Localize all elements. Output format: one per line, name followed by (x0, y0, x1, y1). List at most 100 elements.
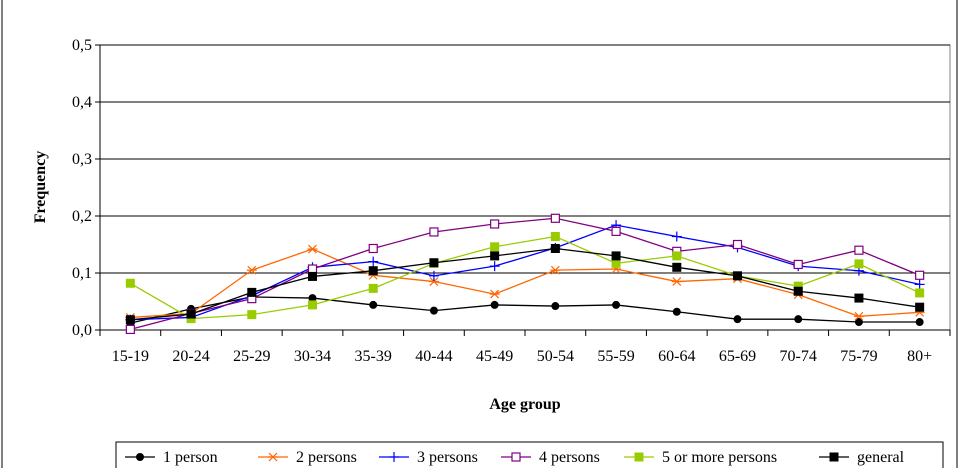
x-tick-label: 55-59 (597, 348, 634, 365)
data-point (793, 259, 803, 270)
series-2 (125, 220, 925, 325)
data-point (915, 318, 924, 327)
legend-marker (511, 452, 521, 462)
legend-marker (136, 453, 144, 461)
legend (115, 441, 944, 468)
y-tick-label: 0,3 (72, 151, 92, 168)
data-point (611, 258, 621, 268)
data-point (915, 288, 925, 298)
data-point (671, 277, 682, 286)
data-point (915, 302, 925, 312)
x-tick-label: 60-64 (658, 348, 695, 365)
data-point (550, 213, 560, 223)
legend-entry: 2 persons (258, 449, 357, 466)
data-point (733, 315, 742, 324)
legend-entry: 4 persons (501, 449, 600, 466)
data-point (247, 287, 257, 297)
legend-marker (268, 452, 278, 462)
legend-entry: 1 person (125, 449, 218, 466)
data-point (854, 318, 863, 327)
gridlines (100, 44, 950, 274)
data-point (490, 242, 500, 252)
x-tick-label: 80+ (907, 348, 932, 365)
data-point (125, 278, 135, 288)
x-tick-label: 50-54 (537, 348, 574, 365)
series-lines (125, 213, 925, 335)
data-point (368, 243, 378, 254)
data-point (490, 219, 500, 229)
data-point (369, 300, 378, 309)
x-axis-title: Age group (489, 396, 560, 413)
data-point (794, 315, 803, 324)
x-tick-label: 45-49 (476, 348, 513, 365)
legend-entry: 3 persons (379, 449, 478, 466)
x-tick-label: 15-19 (112, 348, 149, 365)
y-tick-label: 0,0 (72, 322, 92, 339)
x-tick-label: 25-29 (233, 348, 270, 365)
data-point (611, 251, 621, 261)
data-point (125, 324, 135, 335)
data-point (368, 266, 378, 276)
data-point (550, 243, 560, 253)
data-point (853, 311, 864, 321)
series-4 (125, 232, 925, 324)
legend-label: 2 persons (296, 449, 357, 466)
data-point (551, 302, 560, 311)
data-point (429, 227, 439, 237)
data-point (672, 262, 682, 272)
data-point (915, 270, 925, 280)
series-line (130, 296, 920, 324)
y-tick-label: 0,1 (72, 265, 92, 282)
legend-label: general (857, 449, 905, 466)
x-tick-label: 40-44 (415, 348, 452, 365)
data-point (307, 264, 318, 274)
x-tick-label: 20-24 (172, 348, 209, 365)
data-point (307, 244, 318, 254)
y-axis-title: Frequency (32, 151, 49, 224)
x-tick-label: 35-39 (355, 348, 392, 365)
series-line (130, 235, 920, 320)
data-point (854, 259, 864, 269)
series-line (130, 224, 920, 321)
legend-entry: 5 or more persons (624, 449, 777, 466)
legend-entries: 1 person 2 persons 3 persons 4 persons 5 or … (125, 449, 905, 466)
legend-marker (389, 452, 399, 462)
x-tick-labels: 15-19 20-24 25-29 30-34 35-39 40-44 45-49 50-54… (112, 348, 932, 365)
data-point (489, 289, 500, 299)
data-point (672, 307, 681, 316)
legend-marker (829, 452, 839, 462)
series-5 (125, 243, 925, 325)
y-tick-label: 0,5 (72, 37, 92, 54)
axes (99, 45, 951, 336)
data-point (368, 256, 379, 267)
data-point (490, 251, 500, 261)
legend-label: 1 person (163, 449, 218, 466)
data-point (550, 265, 561, 275)
y-tick-label: 0,4 (72, 94, 92, 111)
data-point (186, 309, 196, 319)
series-line (130, 217, 920, 331)
legend-label: 3 persons (417, 449, 478, 466)
data-point (793, 286, 803, 296)
series-line (130, 247, 920, 321)
data-point (914, 279, 925, 290)
data-point (611, 226, 621, 236)
data-point (429, 306, 438, 315)
y-tick-label: 0,2 (72, 208, 92, 225)
data-point (671, 231, 682, 242)
data-point (612, 300, 621, 309)
x-tick-label: 70-74 (780, 348, 817, 365)
data-point (246, 265, 257, 275)
legend-label: 4 persons (539, 449, 600, 466)
data-point (489, 261, 500, 272)
data-point (308, 271, 317, 281)
x-tick-label: 75-79 (840, 348, 877, 365)
data-point (672, 251, 682, 261)
series-line (130, 248, 920, 319)
data-point (308, 300, 317, 310)
legend-entry: general (819, 449, 905, 466)
data-point (854, 293, 864, 303)
data-point (854, 245, 864, 255)
data-point (247, 310, 257, 320)
